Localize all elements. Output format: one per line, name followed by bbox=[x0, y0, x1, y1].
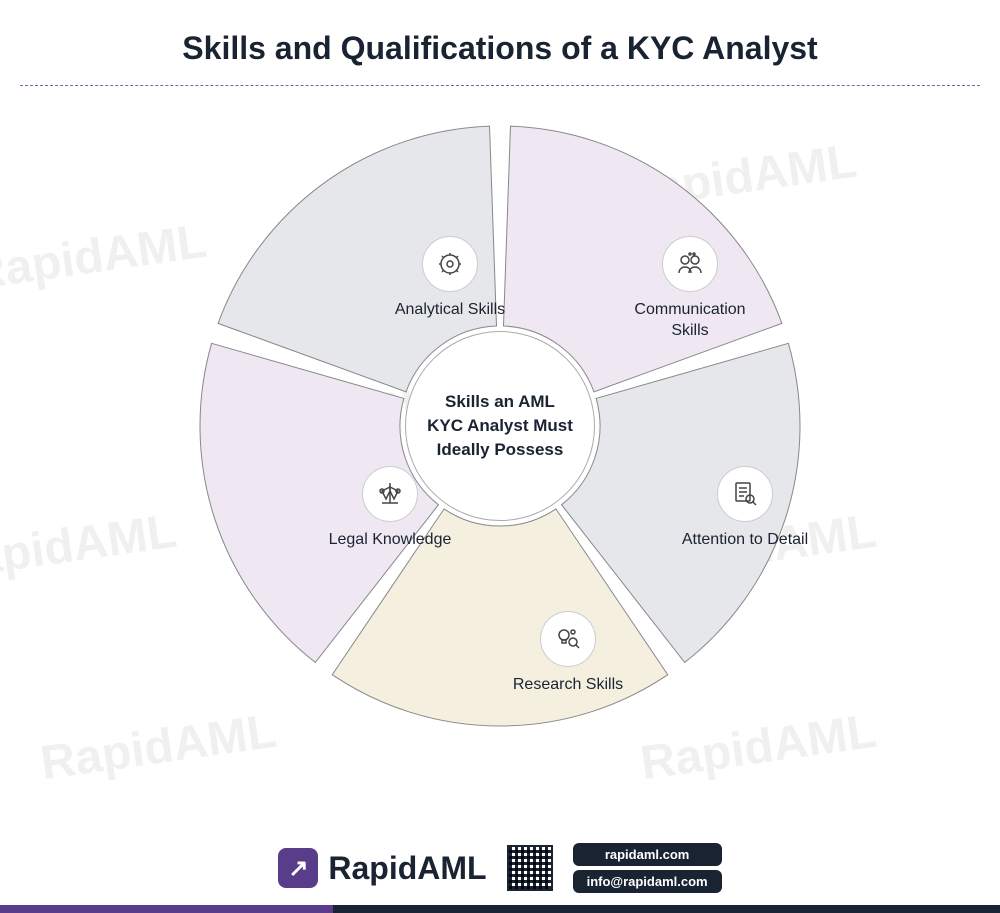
petal-label: Analytical Skills bbox=[380, 300, 520, 321]
petal-label: Communication Skills bbox=[620, 300, 760, 342]
brain-gear-icon bbox=[422, 236, 478, 292]
petal-content-0: Analytical Skills bbox=[380, 236, 520, 321]
doc-lens-icon bbox=[717, 466, 773, 522]
petal-label: Legal Knowledge bbox=[320, 530, 460, 551]
center-text: Skills an AML KYC Analyst Must Ideally P… bbox=[426, 390, 574, 461]
contact-block: rapidaml.com info@rapidaml.com bbox=[573, 843, 722, 893]
petal-content-1: Communication Skills bbox=[620, 236, 760, 342]
scales-icon bbox=[362, 466, 418, 522]
footer: ↗ RapidAML rapidaml.com info@rapidaml.co… bbox=[0, 823, 1000, 913]
website-box: rapidaml.com bbox=[573, 843, 722, 866]
watermark: RapidAML bbox=[0, 214, 210, 301]
qr-code bbox=[507, 845, 553, 891]
email-box: info@rapidaml.com bbox=[573, 870, 722, 893]
petal-label: Research Skills bbox=[498, 675, 638, 696]
page-title: Skills and Qualifications of a KYC Analy… bbox=[0, 0, 1000, 85]
brand: ↗ RapidAML bbox=[278, 848, 486, 888]
watermark: RapidAML bbox=[0, 504, 180, 591]
brand-name: RapidAML bbox=[328, 850, 486, 887]
people-talk-icon bbox=[662, 236, 718, 292]
petal-content-4: Legal Knowledge bbox=[320, 466, 460, 551]
petal-content-3: Research Skills bbox=[498, 611, 638, 696]
bulb-lens-icon bbox=[540, 611, 596, 667]
radial-diagram: Skills an AML KYC Analyst Must Ideally P… bbox=[190, 116, 810, 736]
divider bbox=[20, 85, 980, 86]
brand-icon: ↗ bbox=[278, 848, 318, 888]
petal-label: Attention to Detail bbox=[675, 530, 815, 551]
petal-content-2: Attention to Detail bbox=[675, 466, 815, 551]
